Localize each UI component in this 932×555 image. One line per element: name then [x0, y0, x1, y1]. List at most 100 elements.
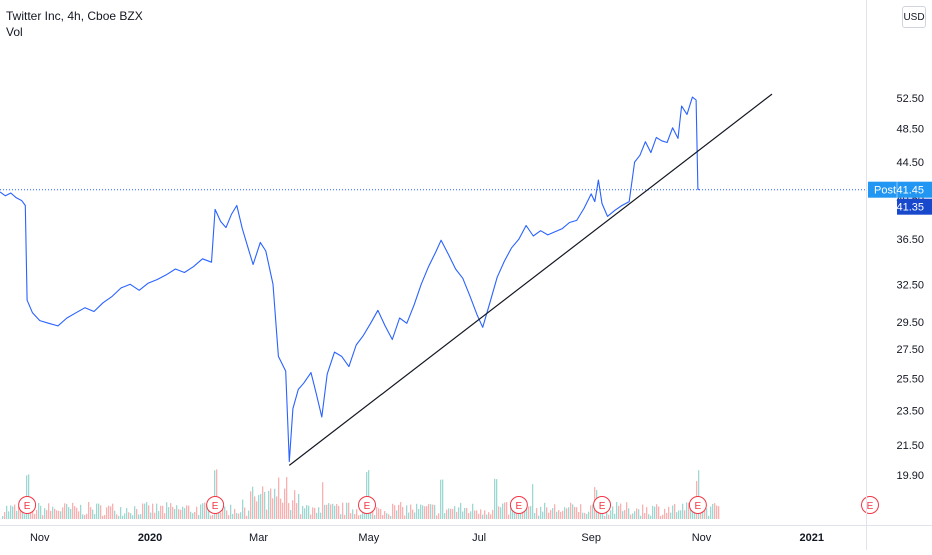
volume-bar: [34, 514, 35, 519]
volume-bar: [676, 512, 677, 519]
volume-bar: [250, 491, 251, 519]
volume-bar: [48, 503, 49, 519]
volume-bar: [608, 515, 609, 519]
volume-bar: [490, 514, 491, 519]
volume-bar: [460, 503, 461, 519]
volume-bar: [334, 506, 335, 519]
volume-bar: [308, 506, 309, 519]
volume-bar: [52, 507, 53, 519]
volume-bar: [458, 507, 459, 519]
volume-bar: [288, 503, 289, 519]
volume-bar: [56, 510, 57, 519]
volume-bar: [718, 506, 719, 519]
volume-bar: [190, 512, 191, 519]
volume-bar: [302, 506, 303, 519]
volume-bar: [580, 504, 581, 519]
volume-bar: [256, 501, 257, 519]
y-tick-label: 27.50: [896, 344, 924, 356]
volume-bar: [124, 513, 125, 519]
symbol-title[interactable]: Twitter Inc, 4h, Cboe BZX: [6, 8, 143, 24]
volume-bar: [196, 507, 197, 519]
volume-bar: [128, 512, 129, 519]
earnings-marker[interactable]: E: [359, 497, 376, 514]
earnings-marker[interactable]: E: [19, 497, 36, 514]
volume-bar: [70, 509, 71, 519]
volume-bar: [342, 503, 343, 519]
y-tick-label: 21.50: [896, 440, 924, 452]
volume-bar: [682, 504, 683, 519]
volume-bar: [80, 505, 81, 519]
volume-bar: [528, 506, 529, 519]
earnings-marker[interactable]: E: [207, 497, 224, 514]
volume-bar: [496, 479, 497, 519]
volume-bar: [252, 487, 253, 519]
volume-bar: [604, 516, 605, 519]
volume-bar: [160, 506, 161, 519]
volume-bar: [434, 505, 435, 519]
volume-bar: [66, 504, 67, 519]
volume-bar: [478, 514, 479, 519]
volume-bar: [424, 506, 425, 519]
volume-bar: [610, 510, 611, 519]
volume-bar: [148, 505, 149, 519]
volume-bar: [398, 505, 399, 519]
earnings-marker[interactable]: E: [689, 497, 706, 514]
volume-bar: [134, 506, 135, 519]
volume-bar: [326, 505, 327, 519]
last-price-label: 41.35: [896, 199, 932, 215]
volume-bar: [140, 514, 141, 519]
volume-bar: [36, 510, 37, 519]
y-tick-label: 52.50: [896, 93, 924, 105]
earnings-marker[interactable]: E: [510, 497, 527, 514]
volume-bar: [2, 516, 3, 519]
currency-button[interactable]: USD: [902, 6, 926, 28]
volume-bar: [350, 513, 351, 519]
volume-bar: [678, 510, 679, 519]
volume-bar: [172, 507, 173, 519]
earnings-marker[interactable]: E: [862, 497, 879, 514]
volume-bar: [182, 507, 183, 519]
volume-bar: [472, 504, 473, 519]
earnings-marker[interactable]: E: [594, 497, 611, 514]
volume-bar: [76, 508, 77, 519]
volume-bar: [10, 505, 11, 519]
volume-bar: [392, 504, 393, 519]
volume-bar: [238, 514, 239, 519]
volume-bar: [248, 511, 249, 519]
earnings-marker-label: E: [364, 501, 371, 512]
volume-bar: [168, 507, 169, 519]
volume-bar: [578, 512, 579, 519]
volume-bar: [194, 512, 195, 519]
volume-bar: [466, 508, 467, 519]
volume-bar: [550, 510, 551, 519]
volume-bar: [138, 514, 139, 519]
volume-bar: [634, 511, 635, 519]
volume-bar: [130, 513, 131, 519]
volume-bar: [272, 498, 273, 519]
volume-bar: [716, 505, 717, 519]
x-tick-label: Mar: [249, 532, 268, 544]
volume-bar: [684, 510, 685, 519]
volume-bar: [614, 514, 615, 519]
volume-bar: [212, 515, 213, 519]
volume-bar: [340, 514, 341, 519]
earnings-marker-label: E: [212, 501, 219, 512]
volume-bar: [242, 500, 243, 519]
volume-bar: [430, 504, 431, 519]
volume-bar: [702, 512, 703, 519]
volume-bar: [404, 516, 405, 519]
volume-bar: [136, 509, 137, 519]
volume-bar: [416, 504, 417, 519]
volume-bar: [412, 510, 413, 519]
volume-bar: [630, 515, 631, 519]
volume-indicator-label[interactable]: Vol: [6, 24, 143, 40]
volume-bar: [626, 502, 627, 519]
volume-bar: [502, 504, 503, 519]
volume-bar: [94, 514, 95, 519]
volume-bar: [220, 513, 221, 519]
volume-bar: [582, 513, 583, 519]
volume-bar: [650, 516, 651, 519]
volume-bar: [542, 512, 543, 519]
